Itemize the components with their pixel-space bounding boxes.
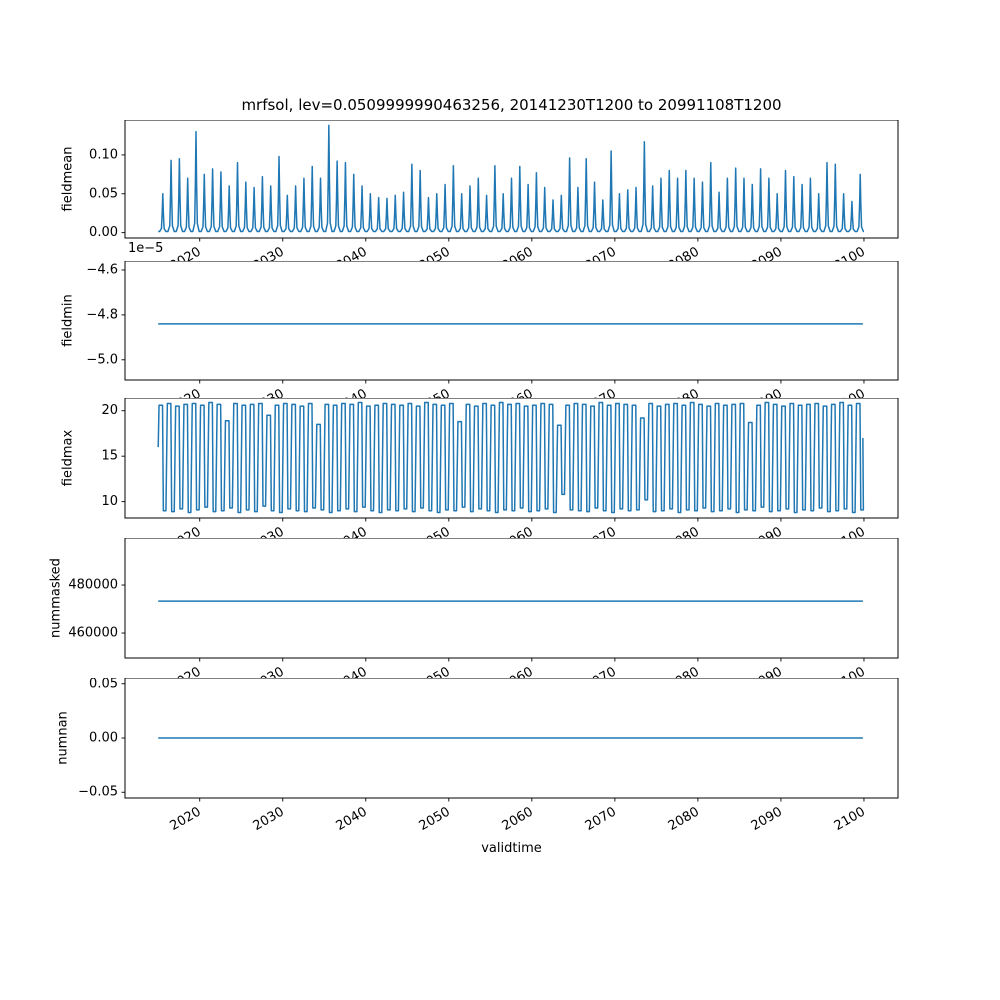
y-tick-label: 480000 bbox=[68, 578, 118, 593]
y-axis-label: nummasked bbox=[49, 558, 64, 638]
y-tick-label: −4.6 bbox=[86, 262, 118, 277]
y-axis-offset-text: 1e−5 bbox=[128, 241, 164, 256]
axes-border bbox=[124, 538, 899, 659]
y-tick-label: 0.10 bbox=[89, 147, 118, 162]
x-tick-label: 2060 bbox=[500, 804, 536, 834]
y-axis-label: numnan bbox=[56, 711, 71, 765]
y-tick-label: −4.8 bbox=[86, 307, 118, 322]
y-tick-label: 10 bbox=[101, 494, 118, 509]
fieldmax-series-line bbox=[157, 401, 865, 514]
y-tick-label: −0.05 bbox=[78, 785, 118, 800]
y-tick-label: 0.00 bbox=[89, 731, 118, 746]
y-tick-label: 15 bbox=[101, 449, 118, 464]
y-tick-label: 0.05 bbox=[89, 186, 118, 201]
subplot-fieldmean: 2020 2030 2040 2050 2060 2070 2080 2090 21000.00… bbox=[61, 120, 899, 274]
y-axis-label: fieldmin bbox=[61, 294, 76, 347]
axes-border bbox=[124, 398, 899, 519]
axes-border bbox=[124, 120, 899, 239]
y-tick-label: 0.05 bbox=[89, 678, 118, 691]
fieldmean-series-line bbox=[158, 124, 865, 233]
y-tick-label: 460000 bbox=[68, 626, 118, 641]
x-tick-label: 2100 bbox=[832, 804, 868, 834]
x-axis-label: validtime bbox=[481, 841, 542, 856]
y-axis-label: fieldmean bbox=[61, 147, 76, 212]
y-tick-label: −5.0 bbox=[86, 352, 118, 367]
x-tick-label: 2040 bbox=[334, 804, 370, 834]
y-axis-label: fieldmax bbox=[61, 430, 76, 487]
x-tick-label: 2050 bbox=[417, 804, 453, 834]
axes-background bbox=[125, 261, 898, 380]
x-tick-label: 2090 bbox=[749, 804, 785, 834]
x-tick-label: 2020 bbox=[168, 804, 204, 834]
y-tick-label: 0.00 bbox=[89, 225, 118, 240]
axes-border bbox=[124, 261, 899, 381]
subplot-numnan: 2020 2030 2040 2050 2060 2070 2080 2090 2100 −0.0… bbox=[56, 678, 899, 834]
x-tick-label: 2070 bbox=[583, 804, 619, 834]
axes-background bbox=[125, 538, 898, 658]
figure-title: mrfsol, lev=0.0509999990463256, 20141230… bbox=[241, 96, 782, 114]
x-tick-label: 2080 bbox=[666, 804, 702, 834]
x-tick-label: 2030 bbox=[251, 804, 287, 834]
y-tick-label: 20 bbox=[101, 403, 118, 418]
